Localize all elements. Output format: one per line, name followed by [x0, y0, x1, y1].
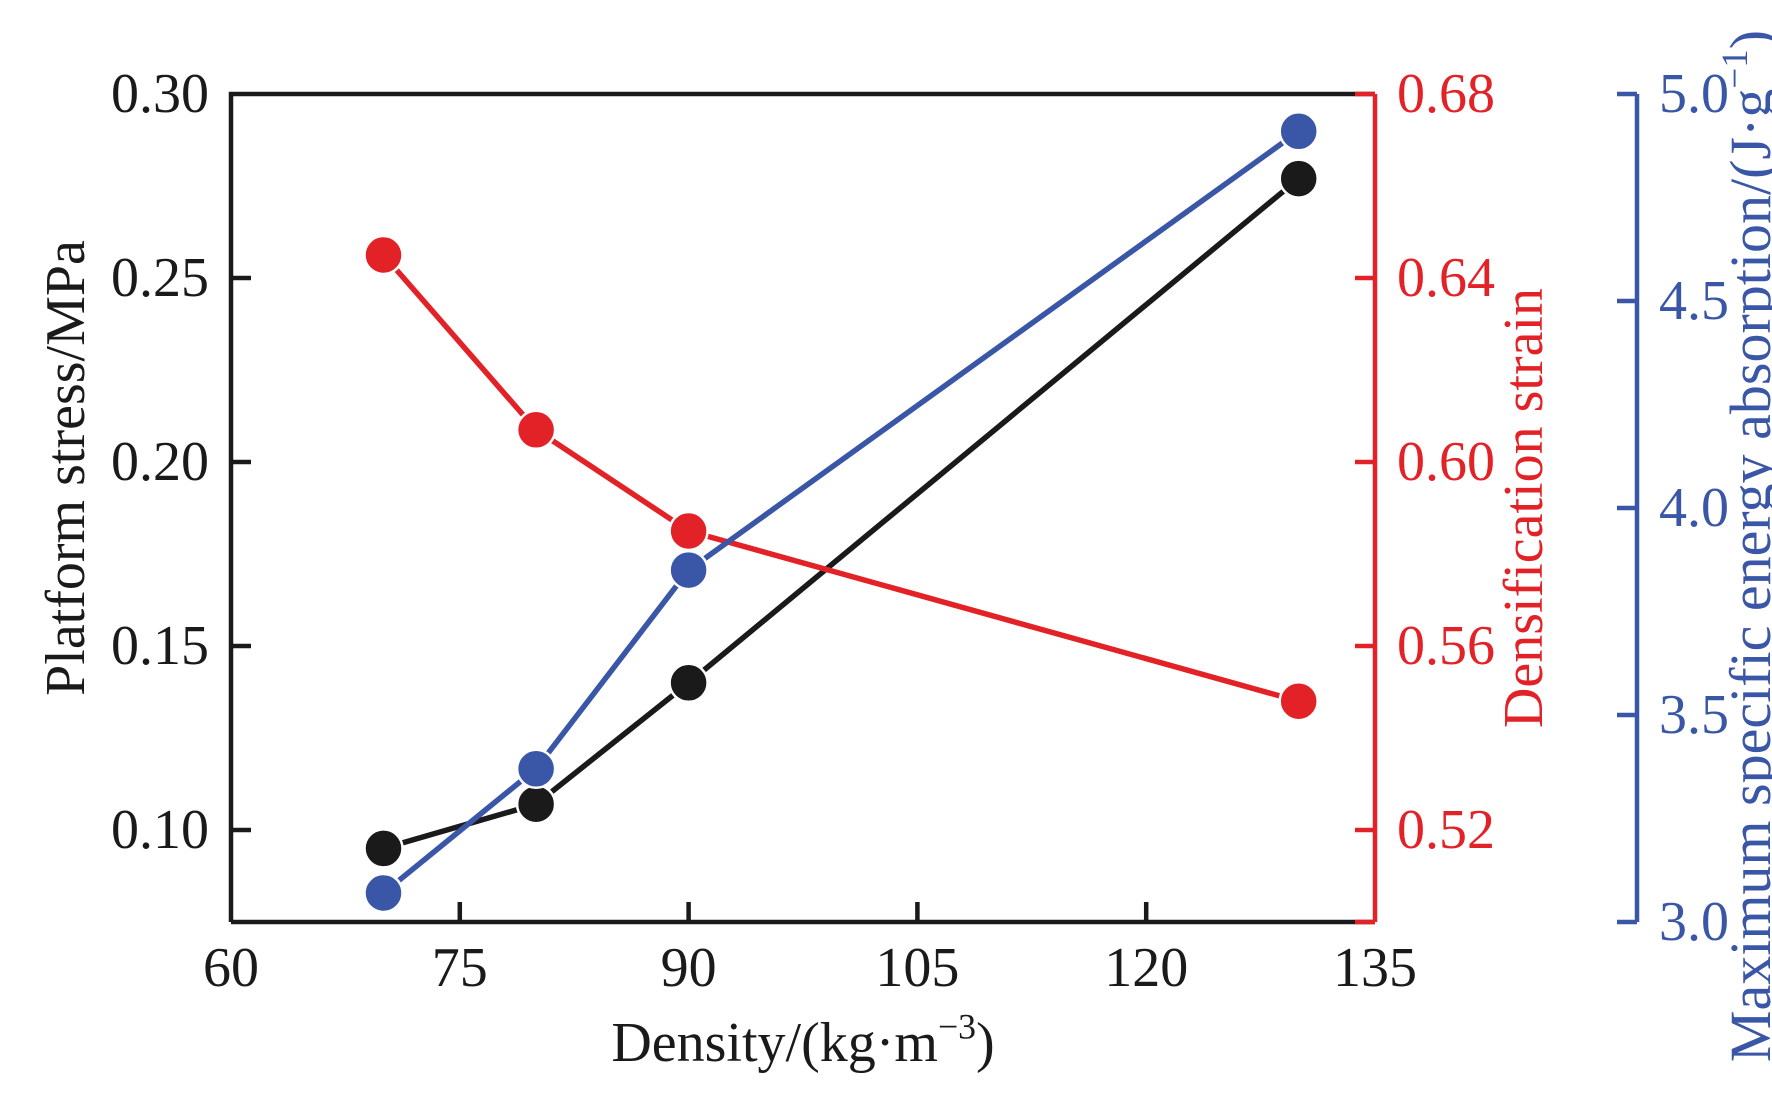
energy-axis: 5.0 4.5 4.0 3.5 3.0	[1617, 63, 1729, 953]
data-point-marker	[1278, 111, 1319, 152]
tick-label: 4.0	[1659, 477, 1729, 539]
tick-label: 0.25	[111, 247, 209, 309]
data-point-marker	[515, 748, 557, 790]
chart-figure: 0.30 0.25 0.20 0.15 0.10 60 75 90 105 120 135 0.68 0…	[40, 16, 1772, 1078]
data-point-marker	[363, 828, 404, 869]
left-axis: 0.30 0.25 0.20 0.15 0.10	[111, 63, 251, 861]
tick-label: 0.20	[111, 431, 209, 493]
tick-label: 0.10	[111, 799, 209, 861]
left-axis-title: Platform stress/MPa	[40, 240, 97, 696]
series-densification-strain	[363, 234, 1319, 722]
tick-label: 0.52	[1397, 799, 1495, 861]
left-top-frame	[228, 91, 1375, 922]
energy-axis-title: Maximum specific energy absorption/(J·g−…	[1715, 30, 1772, 1062]
tick-label: 0.68	[1397, 63, 1495, 125]
data-point-marker	[515, 409, 557, 451]
data-point-marker	[1278, 680, 1319, 722]
series-line	[381, 253, 1300, 704]
tick-label: 3.0	[1659, 891, 1729, 953]
data-point-marker	[668, 510, 709, 552]
data-point-marker	[363, 872, 404, 914]
tick-label: 75	[432, 937, 488, 999]
series-line	[381, 129, 1301, 896]
tick-label: 0.60	[1397, 431, 1495, 493]
x-axis-title: Density/(kg·m−3)	[611, 1007, 994, 1074]
tick-label: 3.5	[1659, 684, 1729, 746]
tick-label: 120	[1104, 937, 1188, 999]
tick-label: 0.30	[111, 63, 209, 125]
data-point-marker	[363, 234, 404, 276]
data-point-marker	[668, 662, 709, 704]
tick-label: 0.15	[111, 615, 209, 677]
strain-axis-title: Densification strain	[1493, 288, 1555, 728]
tick-label: 105	[875, 937, 959, 999]
chart-area: 0.30 0.25 0.20 0.15 0.10 60 75 90 105 120 135 0.68 0…	[40, 16, 1772, 1078]
series-line	[382, 176, 1301, 852]
data-point-marker	[668, 549, 709, 591]
axes	[228, 91, 1640, 925]
tick-label: 4.5	[1659, 270, 1729, 332]
series-platform-stress	[363, 158, 1319, 869]
tick-label: 0.56	[1397, 615, 1495, 677]
tick-label: 0.64	[1397, 247, 1495, 309]
tick-label: 90	[661, 937, 717, 999]
data-point-marker	[515, 783, 557, 825]
tick-label: 135	[1333, 937, 1417, 999]
data-point-marker	[1278, 158, 1319, 199]
tick-label: 5.0	[1659, 63, 1729, 125]
x-axis: 60 75 90 105 120 135	[203, 902, 1417, 999]
series-maximum-specific-energy-absorption	[363, 111, 1319, 914]
tick-label: 60	[203, 937, 259, 999]
strain-axis: 0.68 0.64 0.60 0.56 0.52	[1355, 63, 1495, 925]
